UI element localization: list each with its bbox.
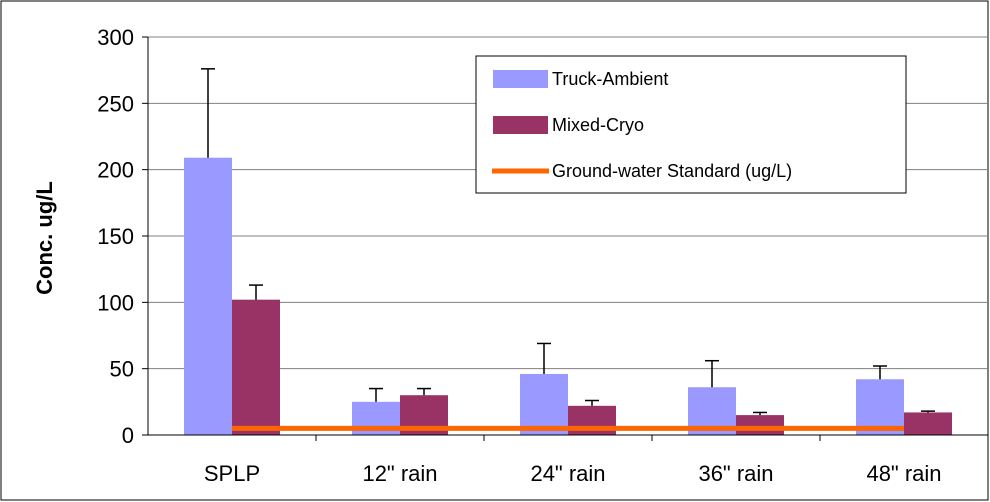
x-tick-label: 12" rain: [362, 461, 437, 486]
legend-label: Truck-Ambient: [552, 69, 668, 89]
bar: [232, 299, 280, 435]
x-tick-label: SPLP: [204, 461, 260, 486]
y-tick-label: 250: [97, 91, 134, 116]
legend-label: Mixed-Cryo: [552, 115, 644, 135]
legend-label: Ground-water Standard (ug/L): [552, 161, 792, 181]
legend: Truck-Ambient Mixed-Cryo Ground-water Stan…: [475, 55, 907, 194]
bars: [184, 157, 952, 435]
bar: [184, 157, 232, 435]
y-tick-label: 50: [110, 357, 134, 382]
y-tick-label: 200: [97, 158, 134, 183]
y-tick-label: 0: [122, 423, 134, 448]
y-tick-label: 150: [97, 224, 134, 249]
x-tick-label: 48" rain: [866, 461, 941, 486]
legend-swatch: [493, 116, 548, 134]
y-tick-label: 300: [97, 25, 134, 50]
x-axis-ticks: SPLP 12" rain 24" rain 36" rain 48" rain: [204, 435, 989, 486]
error-bars: [201, 68, 935, 416]
bar: [904, 412, 952, 435]
legend-swatch: [493, 70, 548, 88]
bar: [856, 379, 904, 435]
y-axis-label: Conc. ug/L: [32, 181, 57, 295]
y-tick-label: 100: [97, 290, 134, 315]
y-axis-ticks: 0 50 100 150 200 250 300: [97, 25, 148, 448]
bar: [520, 373, 568, 435]
x-tick-label: 24" rain: [530, 461, 605, 486]
bar: [736, 415, 784, 435]
x-tick-label: 36" rain: [698, 461, 773, 486]
